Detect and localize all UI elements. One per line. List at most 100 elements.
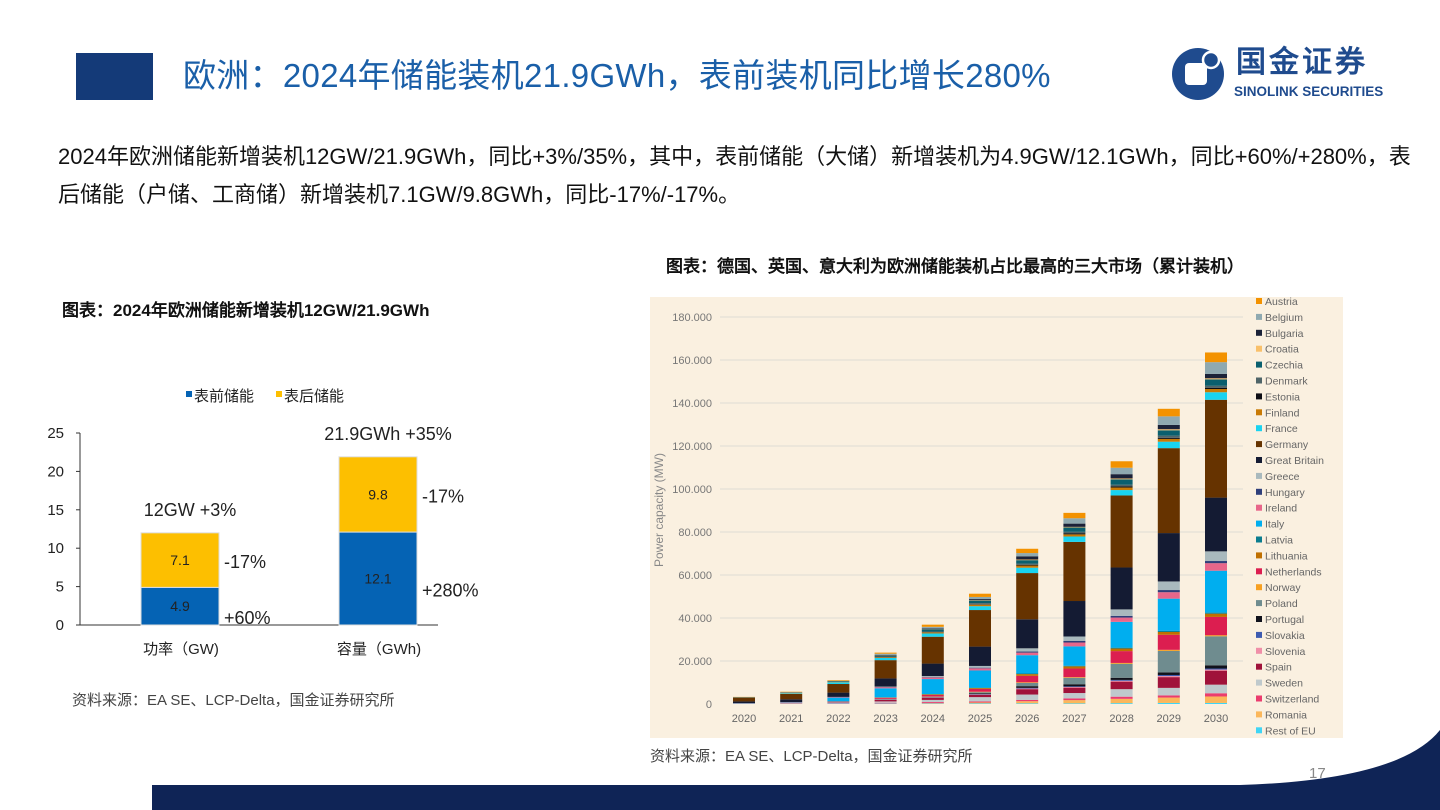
bar-segment-denmark xyxy=(921,631,944,633)
bar-segment-rest-of-eu xyxy=(1157,702,1180,704)
bar-segment-slovenia xyxy=(1063,687,1086,688)
y-tick-label: 40.000 xyxy=(678,613,712,625)
legend-swatch xyxy=(1256,663,1262,670)
bar-segment-germany xyxy=(1016,573,1039,620)
x-tick-label: 2030 xyxy=(1204,713,1228,725)
y-tick-label: 180.000 xyxy=(672,312,712,324)
y-tick-label: 0 xyxy=(706,699,712,711)
left-chart-title: 图表：2024年欧洲储能新增装机12GW/21.9GWh xyxy=(62,301,430,320)
bar-segment-portugal xyxy=(1063,684,1086,687)
bar-segment-greece xyxy=(1205,551,1227,562)
bar-segment-austria xyxy=(969,593,991,597)
bar-segment-austria xyxy=(1110,461,1133,468)
x-tick-label: 2022 xyxy=(826,713,850,725)
bar-segment-hungary xyxy=(969,667,991,669)
bar-segment-czechia xyxy=(921,629,944,632)
category-label: 功率（GW) xyxy=(143,641,219,658)
bar-segment-great-britain xyxy=(1157,533,1180,582)
y-tick-label: 15 xyxy=(47,502,64,519)
legend-swatch xyxy=(1256,568,1262,575)
bar-value-label: 4.9 xyxy=(170,598,190,614)
bar-segment-lithuania xyxy=(1016,674,1039,676)
bar-segment-great-britain xyxy=(1205,497,1227,552)
bar-segment-slovenia xyxy=(1016,688,1039,690)
y-tick-label: 0 xyxy=(56,617,64,634)
bar-segment-sweden xyxy=(1016,694,1039,700)
right-chart-title: 图表：德国、英国、意大利为欧洲储能装机占比最高的三大市场（累计装机） xyxy=(666,257,1244,276)
bar-segment-netherlands xyxy=(969,688,991,692)
bar-segment-germany xyxy=(733,697,755,702)
bar-segment-france xyxy=(780,693,803,694)
y-tick-label: 100.000 xyxy=(672,484,712,496)
bar-segment-estonia xyxy=(1157,437,1180,439)
bar-segment-rest-of-eu xyxy=(1063,703,1086,704)
legend-label: Austria xyxy=(1265,296,1298,308)
bar-segment-sweden xyxy=(827,702,850,704)
bar-segment-france xyxy=(1157,441,1180,449)
x-tick-label: 2028 xyxy=(1109,713,1133,725)
legend-label: Romania xyxy=(1265,709,1307,721)
legend-label: Sweden xyxy=(1265,678,1303,690)
bar-segment-belgium xyxy=(1110,467,1133,475)
bar-segment-slovakia xyxy=(1205,668,1227,670)
bar-segment-lithuania xyxy=(921,694,944,695)
legend-swatch xyxy=(1256,536,1262,543)
bar-segment-switzerland xyxy=(1063,698,1086,701)
bar-segment-denmark xyxy=(1157,435,1180,438)
bar-segment-great-britain xyxy=(1063,601,1086,637)
bar-segment-portugal xyxy=(1157,672,1180,675)
bar-segment-finland xyxy=(1063,534,1086,537)
change-label: -17% xyxy=(224,552,266,572)
bar-segment-spain xyxy=(874,699,897,702)
bar-segment-denmark xyxy=(1063,531,1086,534)
bar-segment-great-britain xyxy=(1016,619,1039,649)
change-label: +280% xyxy=(422,581,479,601)
legend-swatch xyxy=(1256,393,1262,400)
bar-segment-great-britain xyxy=(874,678,897,687)
bar-segment-latvia xyxy=(1205,612,1227,614)
bar-segment-belgium xyxy=(1016,553,1039,557)
legend-label: Lithuania xyxy=(1265,550,1308,562)
bar-segment-switzerland xyxy=(921,702,944,704)
bar-segment-czechia xyxy=(1110,479,1133,485)
bar-segment-netherlands xyxy=(874,697,897,699)
bar-segment-slovenia xyxy=(1157,676,1180,678)
bar-segment-poland xyxy=(969,692,991,694)
bar-segment-hungary xyxy=(1157,590,1180,593)
legend-swatch xyxy=(1256,727,1262,734)
legend-swatch xyxy=(1256,600,1262,607)
bar-segment-romania xyxy=(969,702,991,704)
bar-segment-slovakia xyxy=(1016,687,1039,689)
x-tick-label: 2026 xyxy=(1015,713,1039,725)
bar-segment-romania xyxy=(1110,698,1133,704)
bar-segment-czechia xyxy=(874,655,897,657)
bar-segment-germany xyxy=(874,660,897,679)
bar-segment-romania xyxy=(1016,701,1039,704)
bar-segment-lithuania xyxy=(1110,648,1133,652)
legend-swatch xyxy=(1256,584,1262,591)
bar-segment-switzerland xyxy=(1016,699,1039,702)
bar-segment-bulgaria xyxy=(1063,523,1086,527)
bar-segment-great-britain xyxy=(1110,567,1133,610)
europe-2024-installations-chart: 表前储能 表后储能 0 5 10 15 20 25 4.9 +60% 7.1 -17% 12GW +3%… xyxy=(47,388,479,658)
x-tick-label: 2021 xyxy=(779,713,803,725)
bar-segment-belgium xyxy=(969,596,991,600)
bar-segment-austria xyxy=(1016,548,1039,554)
bar-segment-poland xyxy=(1063,677,1086,685)
y-tick-label: 60.000 xyxy=(678,570,712,582)
legend-swatch xyxy=(1256,711,1262,718)
bar-segment-germany xyxy=(827,684,850,693)
legend-label: Slovenia xyxy=(1265,646,1305,658)
bar-segment-ireland xyxy=(827,696,850,698)
bar-segment-france xyxy=(827,682,850,685)
bar-segment xyxy=(140,532,220,588)
bar-segment-hungary xyxy=(1016,651,1039,653)
bar-segment-belgium xyxy=(921,626,944,629)
legend-swatch xyxy=(1256,313,1262,320)
bar-value-label: 9.8 xyxy=(368,486,388,502)
legend-label: Portugal xyxy=(1265,614,1304,626)
legend-swatch xyxy=(1256,361,1262,368)
bar-segment-greece xyxy=(1157,581,1180,591)
bar-segment-switzerland xyxy=(969,701,991,703)
bar-segment-norway xyxy=(1110,662,1133,664)
